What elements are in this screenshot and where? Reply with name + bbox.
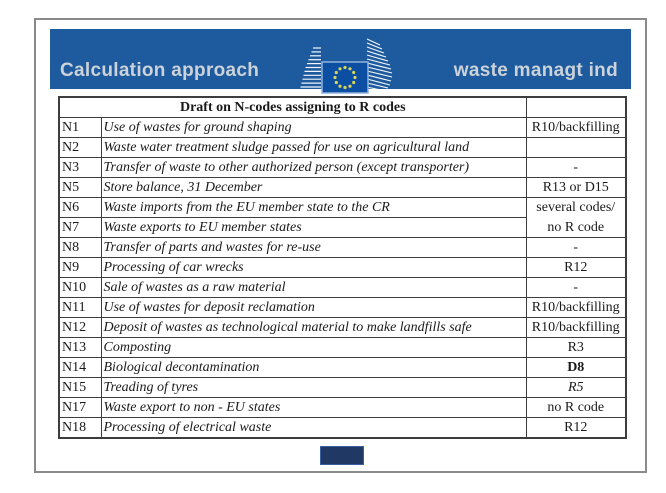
rcode-header-cell — [525, 96, 627, 118]
ncode-cell: N8 — [58, 237, 102, 258]
ncode-cell: N14 — [58, 357, 102, 378]
logo-left-lines — [299, 47, 321, 92]
rcode-cell: R12 — [525, 417, 627, 439]
ncode-cell: N7 — [58, 217, 102, 238]
description-cell: Use of wastes for ground shaping — [100, 117, 527, 138]
rcode-cell — [525, 137, 627, 158]
table-row: N9 Processing of car wrecks R12 — [58, 257, 627, 278]
ncode-cell: N5 — [58, 177, 102, 198]
description-cell: Transfer of parts and wastes for re-use — [100, 237, 527, 258]
ncode-cell: N6 — [58, 197, 102, 218]
description-cell: Transfer of waste to other authorized pe… — [100, 157, 527, 178]
description-cell: Treading of tyres — [100, 377, 527, 398]
rcode-cell: several codes/no R code — [525, 197, 627, 238]
description-cell: Sale of wastes as a raw material — [100, 277, 527, 298]
eu-flag — [321, 61, 369, 94]
table-row: N11 Use of wastes for deposit reclamation… — [58, 297, 627, 318]
rcode-cell: R5 — [525, 377, 627, 398]
table-row: N12 Deposit of wastes as technological ma… — [58, 317, 627, 338]
rcode-cell: R12 — [525, 257, 627, 278]
description-cell: Composting — [100, 337, 527, 358]
logo-right-lines — [366, 38, 393, 92]
ncode-cell: N15 — [58, 377, 102, 398]
ncode-cell: N17 — [58, 397, 102, 418]
table-row: N6 Waste imports from the EU member state… — [58, 197, 627, 238]
rcode-cell: R13 or D15 — [525, 177, 627, 198]
table-row: N1 Use of wastes for ground shaping R10/ba… — [58, 117, 627, 138]
rcode-line: no R code — [547, 219, 605, 235]
table-row: N15 Treading of tyres R5 — [58, 377, 627, 398]
table-row: N5 Store balance, 31 December R13 or D15 — [58, 177, 627, 198]
description-cell: Processing of electrical waste — [100, 417, 527, 439]
table-row: N10 Sale of wastes as a raw material - — [58, 277, 627, 298]
rcode-cell: no R code — [525, 397, 627, 418]
ncode-cell: N1 — [58, 117, 102, 138]
slide: Calculation approach — [34, 18, 647, 473]
table-row: N3 Transfer of waste to other authorized … — [58, 157, 627, 178]
ncode-cell: N12 — [58, 317, 102, 338]
rcode-cell: R10/backfilling — [525, 317, 627, 338]
table-row: N8 Transfer of parts and wastes for re-us… — [58, 237, 627, 258]
description-cell: Processing of car wrecks — [100, 257, 527, 278]
rcode-cell: - — [525, 237, 627, 258]
ncode-cell: N11 — [58, 297, 102, 318]
rcode-line: several codes/ — [536, 200, 616, 215]
description-cell: Waste export to non - EU states — [100, 397, 527, 418]
rcode-cell: - — [525, 277, 627, 298]
description-cell: Waste imports from the EU member state t… — [100, 197, 527, 218]
eu-commission-logo — [299, 38, 393, 94]
table-row: N14 Biological decontamination D8 — [58, 357, 627, 378]
ncode-cell: N3 — [58, 157, 102, 178]
description-cell: Waste exports to EU member states — [100, 217, 527, 238]
rcode-cell: R3 — [525, 337, 627, 358]
table-title-cell: Draft on N-codes assigning to R codes — [58, 96, 527, 118]
rcode-cell: - — [525, 157, 627, 178]
description-cell: Waste water treatment sludge passed for … — [100, 137, 527, 158]
title-bar: Calculation approach — [50, 29, 631, 94]
rcode-cell: D8 — [525, 357, 627, 378]
table-row: N18 Processing of electrical waste R12 — [58, 417, 627, 439]
ncode-table: Draft on N-codes assigning to R codes N1 U… — [58, 96, 627, 439]
table-row: N2 Waste water treatment sludge passed fo… — [58, 137, 627, 158]
ncode-cell: N9 — [58, 257, 102, 278]
ncode-cell: N18 — [58, 417, 102, 439]
table-header-row: Draft on N-codes assigning to R codes — [58, 96, 627, 118]
description-cell: Deposit of wastes as technological mater… — [100, 317, 527, 338]
slide-title-right: waste managt ind — [453, 60, 618, 81]
table-row: N13 Composting R3 — [58, 337, 627, 358]
slide-title-left: Calculation approach — [60, 60, 260, 81]
ncode-cell: N2 — [58, 137, 102, 158]
description-cell: Store balance, 31 December — [100, 177, 527, 198]
description-cell: Use of wastes for deposit reclamation — [100, 297, 527, 318]
description-cell: Biological decontamination — [100, 357, 527, 378]
ncode-cell: N13 — [58, 337, 102, 358]
page-number-box — [320, 446, 364, 465]
ncode-cell: N10 — [58, 277, 102, 298]
rcode-cell: R10/backfilling — [525, 117, 627, 138]
rcode-cell: R10/backfilling — [525, 297, 627, 318]
eu-flag-stars — [333, 65, 357, 90]
table-row: N17 Waste export to non - EU states no R c… — [58, 397, 627, 418]
